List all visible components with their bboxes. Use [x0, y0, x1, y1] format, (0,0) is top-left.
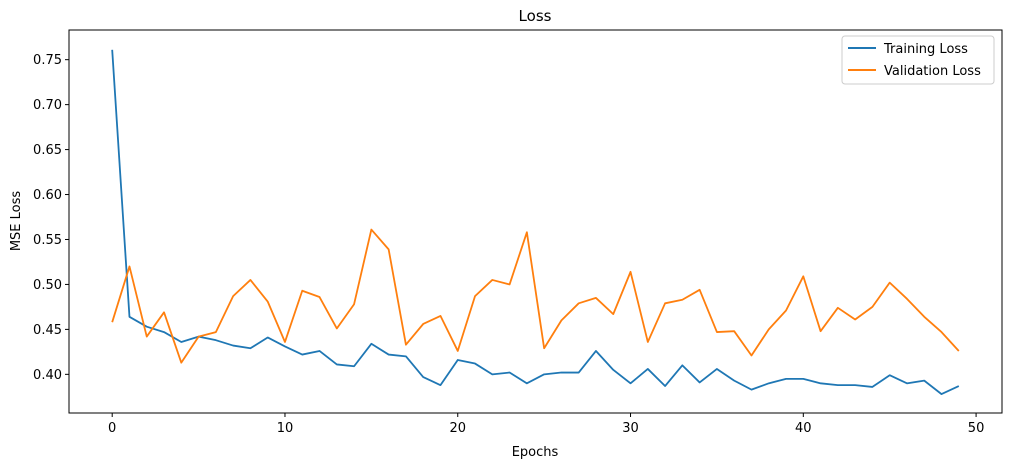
x-tick-label: 0: [108, 421, 116, 436]
series-line-validation-loss: [111, 228, 960, 364]
x-tick-label: 10: [277, 421, 294, 436]
y-tick-label: 0.40: [33, 368, 62, 383]
x-tick-label: 20: [449, 421, 466, 436]
series-line-training-loss: [111, 49, 960, 396]
x-axis-label: Epochs: [512, 445, 559, 460]
y-axis-ticks: 0.40 0.45 0.50 0.55 0.60 0.65 0.70 0.75: [33, 53, 69, 383]
legend-label-training: Training Loss: [883, 42, 968, 57]
x-tick-label: 40: [795, 421, 812, 436]
y-tick-label: 0.55: [33, 233, 62, 248]
plot-lines: [111, 49, 960, 396]
x-tick-label: 30: [622, 421, 639, 436]
y-tick-label: 0.60: [33, 188, 62, 203]
chart-title: Loss: [519, 7, 552, 25]
y-tick-label: 0.45: [33, 323, 62, 338]
legend-label-validation: Validation Loss: [884, 64, 981, 79]
legend: Training Loss Validation Loss: [841, 35, 995, 85]
y-axis-label: MSE Loss: [9, 191, 24, 252]
legend-box: [841, 35, 995, 85]
y-tick-label: 0.65: [33, 143, 62, 158]
x-axis-ticks: 0 10 20 30 40 50: [108, 413, 984, 436]
y-tick-label: 0.50: [33, 278, 62, 293]
y-tick-label: 0.70: [33, 98, 62, 113]
x-tick-label: 50: [968, 421, 985, 436]
y-tick-label: 0.75: [33, 53, 62, 68]
plot-frame: [68, 29, 1003, 414]
